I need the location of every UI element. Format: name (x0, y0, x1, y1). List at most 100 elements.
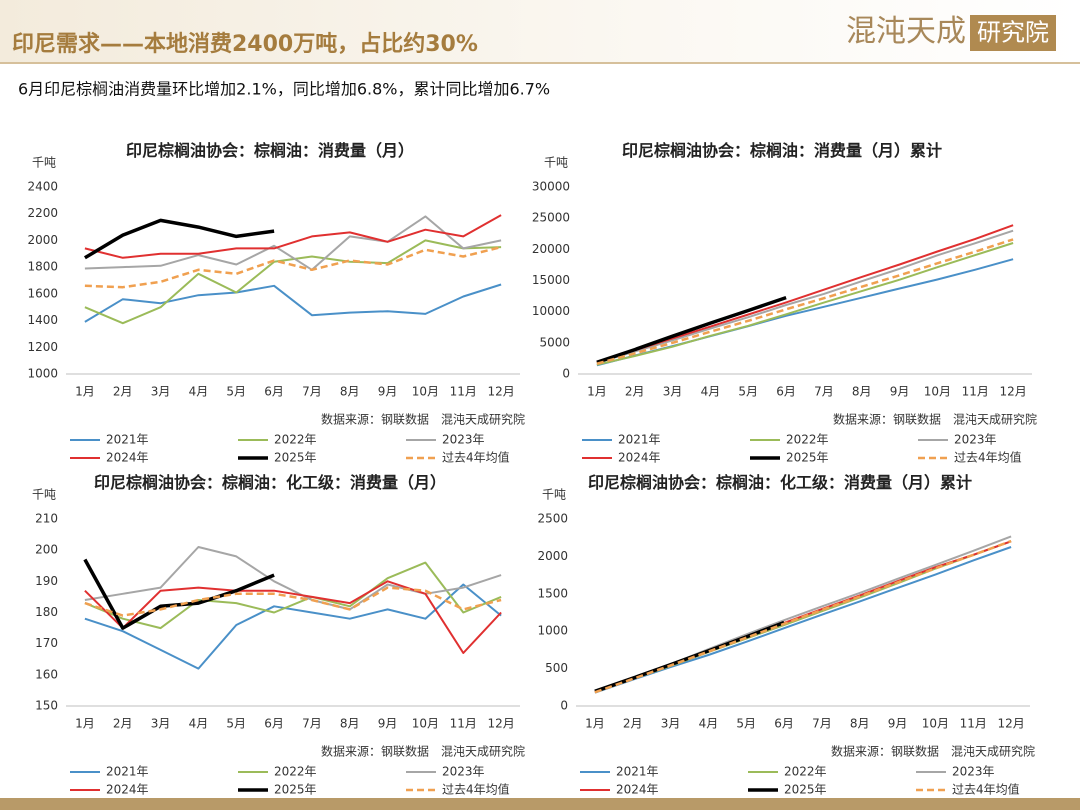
y-tick-label: 20000 (532, 242, 570, 256)
legend-label: 2025年 (786, 451, 829, 465)
y-tick-label: 2500 (537, 512, 568, 526)
legend-label: 过去4年均值 (954, 450, 1022, 465)
series-line (594, 620, 785, 693)
chart-title-text: 印尼棕榈油协会：棕榈油：化工级：消费量（月）累计 (587, 473, 972, 492)
chart-title: 印尼棕榈油协会：棕榈油：化工级：消费量（月） (20, 472, 520, 494)
y-tick-label: 0 (562, 367, 570, 381)
series-line (84, 218, 275, 260)
y-tick-label: 170 (35, 636, 58, 650)
logo: 混沌天成 (846, 14, 966, 49)
chart-title: 印尼棕榈油协会：棕榈油：化工级：消费量（月）累计 (530, 472, 1030, 494)
y-tick-label: 210 (35, 512, 58, 526)
x-tick-label: 1月 (587, 385, 607, 399)
legend-label: 2023年 (954, 433, 997, 447)
x-tick-label: 10月 (412, 385, 439, 399)
x-tick-label: 11月 (450, 385, 477, 399)
x-tick-label: 1月 (75, 385, 95, 399)
x-tick-label: 7月 (302, 717, 322, 731)
series-line (84, 580, 502, 654)
legend-label: 2021年 (106, 765, 149, 779)
series-line (596, 295, 787, 364)
x-tick-label: 7月 (302, 385, 322, 399)
y-axis-label: 千吨 (544, 156, 568, 170)
header-title: 印尼需求——本地消费2400万吨，占比约30% (12, 31, 478, 57)
series-line (84, 283, 502, 323)
series-line (84, 214, 502, 259)
x-tick-label: 5月 (226, 385, 246, 399)
x-tick-label: 10月 (412, 717, 439, 731)
series-line (594, 539, 1012, 694)
subtitle: 6月印尼棕榈油消费量环比增加2.1%，同比增加6.8%，累计同比增加6.7% (18, 80, 550, 99)
x-tick-label: 8月 (850, 717, 870, 731)
x-tick-label: 1月 (75, 717, 95, 731)
x-tick-label: 12月 (999, 385, 1026, 399)
series-line (84, 215, 502, 271)
legend-label: 2023年 (442, 433, 485, 447)
y-tick-label: 10000 (532, 304, 570, 318)
legend-label: 2022年 (784, 765, 827, 779)
y-tick-label: 1500 (537, 586, 568, 600)
series-line (84, 546, 502, 611)
x-tick-label: 1月 (585, 717, 605, 731)
legend-label: 2021年 (618, 433, 661, 447)
x-tick-label: 4月 (701, 385, 721, 399)
logo-box (970, 15, 1056, 51)
x-tick-label: 11月 (450, 717, 477, 731)
x-tick-label: 2月 (113, 385, 133, 399)
header-band (0, 0, 1080, 62)
chart-title-text: 印尼棕榈油协会：棕榈油：化工级：消费量（月） (93, 473, 446, 492)
chart-title-text: 印尼棕榈油协会：棕榈油：消费量（月）累计 (621, 141, 942, 160)
x-tick-label: 5月 (736, 717, 756, 731)
chart-title: 印尼棕榈油协会：棕榈油：消费量（月）累计 (532, 140, 1032, 162)
x-tick-label: 12月 (487, 717, 514, 731)
legend-label: 2023年 (442, 765, 485, 779)
x-tick-label: 3月 (661, 717, 681, 731)
footer-band (0, 798, 1080, 810)
x-tick-label: 5月 (738, 385, 758, 399)
series-line (596, 242, 1014, 366)
y-tick-label: 200 (35, 543, 58, 557)
x-tick-label: 11月 (962, 385, 989, 399)
y-tick-label: 0 (560, 699, 568, 713)
y-tick-label: 180 (35, 605, 58, 619)
chart-title: 印尼棕榈油协会：棕榈油：消费量（月） (20, 140, 520, 162)
y-tick-label: 15000 (532, 273, 570, 287)
legend-label: 过去4年均值 (442, 450, 510, 465)
y-axis-label: 千吨 (542, 488, 566, 502)
source-note: 数据来源：钢联数据 混沌天成研究院 (831, 744, 1035, 759)
x-tick-label: 3月 (663, 385, 683, 399)
series-line (596, 229, 1014, 364)
y-tick-label: 500 (545, 661, 568, 675)
x-tick-label: 9月 (378, 717, 398, 731)
x-tick-label: 11月 (960, 717, 987, 731)
x-tick-label: 4月 (699, 717, 719, 731)
legend-label: 过去4年均值 (952, 782, 1020, 797)
x-tick-label: 12月 (997, 717, 1024, 731)
legend-label: 2021年 (616, 765, 659, 779)
x-tick-label: 4月 (189, 717, 209, 731)
series-line (84, 239, 502, 325)
legend-label: 2024年 (618, 451, 661, 465)
x-tick-label: 2月 (623, 717, 643, 731)
x-tick-label: 6月 (776, 385, 796, 399)
x-tick-label: 8月 (852, 385, 872, 399)
x-tick-label: 2月 (625, 385, 645, 399)
source-note: 数据来源：钢联数据 混沌天成研究院 (833, 412, 1037, 427)
y-tick-label: 25000 (532, 211, 570, 225)
source-note: 数据来源：钢联数据 混沌天成研究院 (321, 412, 525, 427)
y-tick-label: 1600 (27, 286, 58, 300)
y-tick-label: 5000 (539, 335, 570, 349)
legend-label: 2022年 (274, 433, 317, 447)
y-tick-label: 1200 (27, 340, 58, 354)
legend-label: 过去4年均值 (442, 782, 510, 797)
y-tick-label: 2000 (27, 233, 58, 247)
chart-title-text: 印尼棕榈油协会：棕榈油：消费量（月） (125, 141, 414, 160)
x-tick-label: 10月 (924, 385, 951, 399)
y-tick-label: 1000 (27, 367, 58, 381)
series-line (84, 245, 502, 289)
y-tick-label: 2000 (537, 549, 568, 563)
y-tick-label: 1000 (537, 624, 568, 638)
legend-label: 2025年 (274, 451, 317, 465)
